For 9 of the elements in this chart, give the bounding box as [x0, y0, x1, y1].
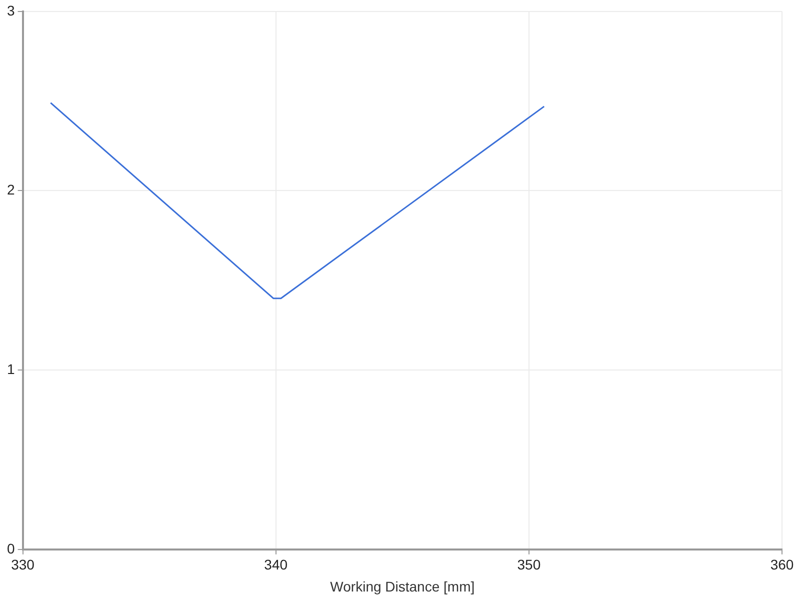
- x-axis-title: Working Distance [mm]: [330, 578, 475, 594]
- x-tick-label: 340: [264, 556, 288, 573]
- y-tick-label: 0: [6, 540, 15, 556]
- x-tick-label: 350: [517, 556, 541, 573]
- x-tick-label: 360: [770, 556, 794, 573]
- y-tick-label: 1: [6, 360, 15, 377]
- x-tick-label: 330: [11, 556, 35, 573]
- y-tick-label: 2: [6, 182, 15, 198]
- y-tick-label: 3: [6, 2, 15, 18]
